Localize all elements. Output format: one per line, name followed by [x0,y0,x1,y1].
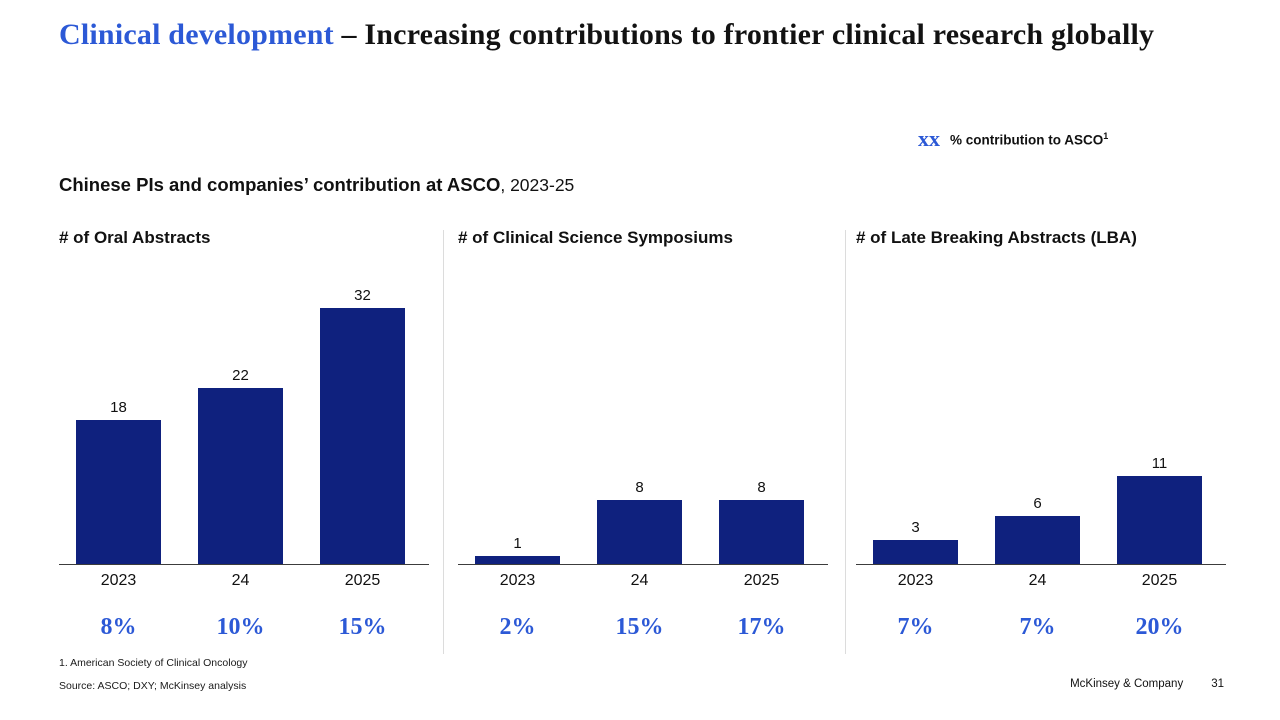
bar-group: 8 [719,479,804,564]
x-tick-label: 2025 [344,572,381,589]
bar-value-label: 32 [354,287,371,304]
chart-clinical-science-symposiums: # of Clinical Science Symposiums 1 8 8 2… [458,228,828,658]
bar-group: 18 [76,399,161,564]
percent-label: 15% [338,614,387,640]
plot-area: 1 8 8 [458,282,828,565]
bar [719,500,804,564]
chart-late-breaking-abstracts: # of Late Breaking Abstracts (LBA) 3 6 1… [856,228,1226,658]
x-tick-label: 2023 [897,572,934,589]
chart-oral-abstracts: # of Oral Abstracts 18 22 32 2023 24 202… [59,228,429,658]
brand-name: McKinsey & Company [1070,678,1184,690]
percent-label: 10% [216,614,265,640]
percent-label: 15% [615,614,664,640]
bar [873,540,958,564]
bar [475,556,560,564]
chart-title: # of Oral Abstracts [59,228,211,247]
x-tick-label: 24 [1028,572,1047,589]
bar-value-label: 1 [513,535,522,552]
bar-value-label: 3 [911,519,920,536]
x-tick-label: 2025 [743,572,780,589]
bar-value-label: 22 [232,367,249,384]
subtitle-bold: Chinese PIs and companies’ contribution … [59,174,501,195]
legend-footnote-ref: 1 [1103,130,1109,141]
footnote-asco: 1. American Society of Clinical Oncology [59,657,248,669]
bar [198,388,283,564]
bar-group: 11 [1117,455,1202,564]
bar-group: 8 [597,479,682,564]
x-axis-labels: 2023 24 2025 [856,572,1226,590]
percent-contribution-row: 7% 7% 20% [856,614,1226,641]
bar-value-label: 8 [757,479,766,496]
x-axis-labels: 2023 24 2025 [59,572,429,590]
bar [1117,476,1202,564]
bar-value-label: 6 [1033,495,1042,512]
page-number: 31 [1211,678,1224,690]
bar-value-label: 18 [110,399,127,416]
slide-title-rest: – Increasing contributions to frontier c… [333,18,1155,51]
percent-contribution-row: 8% 10% 15% [59,614,429,641]
chart-group-subtitle: Chinese PIs and companies’ contribution … [59,174,574,196]
bar-group: 32 [320,287,405,564]
bar [320,308,405,564]
slide-footer: McKinsey & Company 31 [1070,678,1224,690]
percent-label: 2% [499,614,536,640]
subtitle-period: , 2023-25 [500,175,575,195]
x-tick-label: 2025 [1141,572,1178,589]
plot-area: 18 22 32 [59,282,429,565]
bar-value-label: 11 [1151,455,1168,472]
percent-contribution-row: 2% 15% 17% [458,614,828,641]
plot-area: 3 6 11 [856,282,1226,565]
bar-group: 1 [475,535,560,564]
x-axis-labels: 2023 24 2025 [458,572,828,590]
slide-title-highlight: Clinical development [59,18,334,51]
x-tick-label: 24 [630,572,649,589]
chart-title: # of Late Breaking Abstracts (LBA) [856,228,1137,247]
column-divider [443,230,444,654]
x-tick-label: 24 [231,572,250,589]
percent-label: 8% [100,614,137,640]
legend: xx % contribution to ASCO1 [918,128,1108,150]
bar-value-label: 8 [635,479,644,496]
percent-label: 7% [897,614,934,640]
percent-label: 7% [1019,614,1056,640]
slide-title: Clinical development – Increasing contri… [59,17,1224,53]
source-note: Source: ASCO; DXY; McKinsey analysis [59,680,247,692]
x-tick-label: 2023 [499,572,536,589]
bar [76,420,161,564]
x-tick-label: 2023 [100,572,137,589]
percent-label: 17% [737,614,786,640]
bar-group: 22 [198,367,283,564]
chart-title: # of Clinical Science Symposiums [458,228,733,247]
bar-group: 3 [873,519,958,564]
legend-marker-xx: xx [918,126,940,151]
bar [597,500,682,564]
bar [995,516,1080,564]
legend-label: % contribution to ASCO1 [950,130,1109,148]
percent-label: 20% [1135,614,1184,640]
bar-group: 6 [995,495,1080,564]
column-divider [845,230,846,654]
